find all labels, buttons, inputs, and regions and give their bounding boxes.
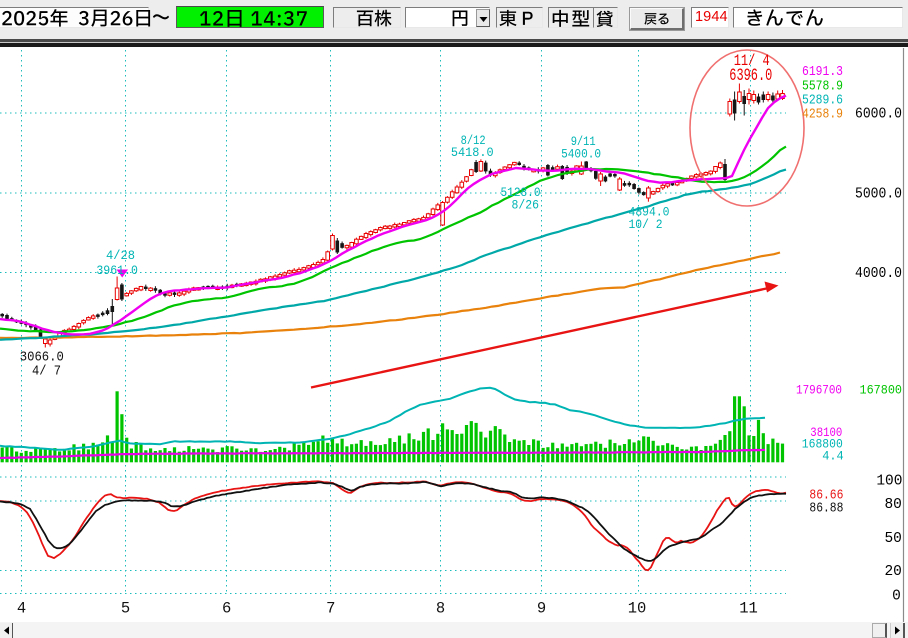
svg-text:4/ 7: 4/ 7 [32,365,61,380]
svg-text:8/12: 8/12 [461,133,486,148]
svg-text:11/ 4: 11/ 4 [734,52,770,70]
svg-text:86.88: 86.88 [809,502,843,517]
svg-text:4894.0: 4894.0 [629,205,670,220]
svg-text:5000.0: 5000.0 [855,185,902,202]
svg-text:11: 11 [739,599,758,617]
svg-text:8/26: 8/26 [512,197,540,212]
svg-text:5578.9: 5578.9 [802,78,843,94]
svg-text:6191.3: 6191.3 [802,64,843,80]
svg-text:3961.0: 3961.0 [96,263,137,278]
svg-text:4258.9: 4258.9 [802,107,843,123]
svg-text:38100: 38100 [810,425,842,440]
svg-text:4/28: 4/28 [106,248,135,263]
svg-text:86.66: 86.66 [809,489,843,504]
svg-text:80: 80 [884,497,901,513]
svg-text:4.4: 4.4 [822,449,844,464]
svg-text:9/11: 9/11 [571,134,596,149]
svg-text:100: 100 [876,473,902,489]
svg-text:4000.0: 4000.0 [855,265,902,282]
svg-text:168800: 168800 [802,437,843,452]
svg-text:10: 10 [628,599,647,617]
svg-text:5128.0: 5128.0 [501,185,541,200]
svg-text:9: 9 [537,599,546,617]
svg-text:4: 4 [17,599,26,617]
svg-text:7: 7 [326,599,335,617]
svg-text:10/ 2: 10/ 2 [629,217,663,232]
svg-text:1796700: 1796700 [796,382,842,397]
svg-text:0: 0 [892,589,901,605]
svg-text:3066.0: 3066.0 [20,350,64,365]
svg-text:5418.0: 5418.0 [451,145,494,160]
svg-text:8: 8 [436,599,445,617]
svg-text:5: 5 [121,599,130,617]
svg-text:50: 50 [884,531,901,547]
svg-text:167800: 167800 [860,382,903,397]
svg-text:20: 20 [884,564,901,580]
svg-text:5400.0: 5400.0 [561,147,601,162]
svg-text:6396.0: 6396.0 [729,66,772,86]
svg-text:6000.0: 6000.0 [855,105,902,122]
svg-text:6: 6 [222,599,231,617]
svg-text:5289.6: 5289.6 [802,93,843,109]
